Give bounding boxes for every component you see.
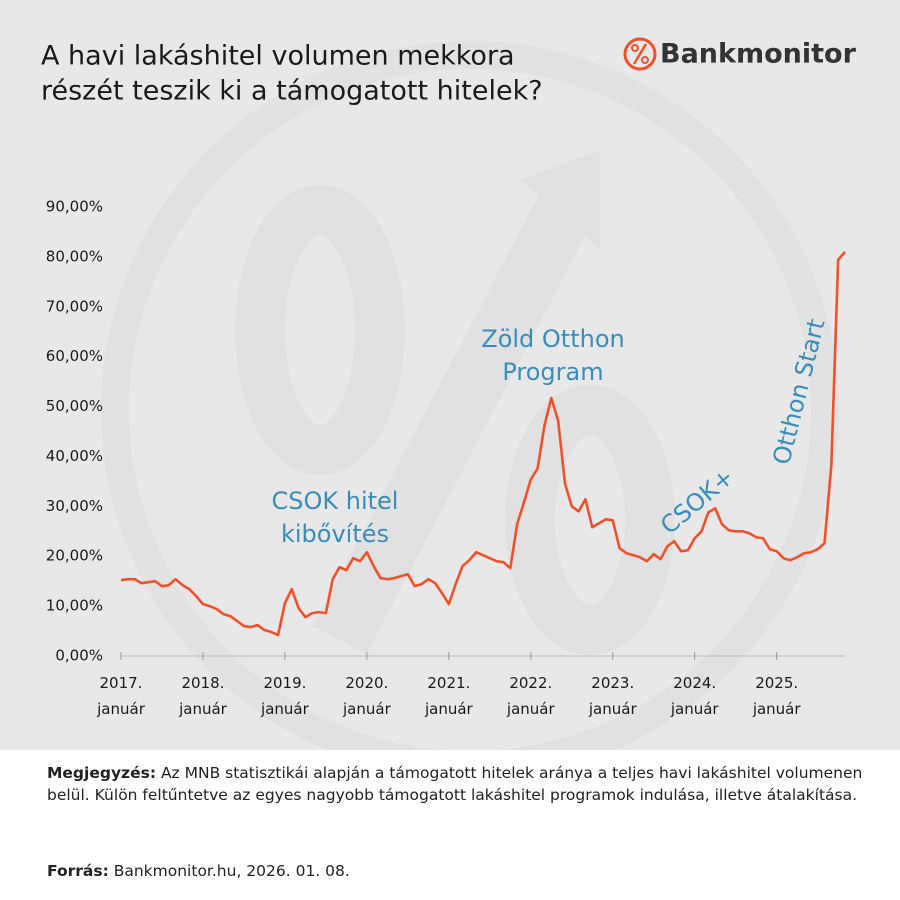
y-tick-label: 20,00%	[46, 547, 103, 565]
x-tick-label: 2019. január	[260, 674, 310, 718]
x-tick-label: 2023. január	[588, 674, 638, 718]
x-tick-label-line: január	[178, 700, 228, 718]
x-tick-label-line: január	[588, 700, 638, 718]
annotation: Zöld Otthon	[481, 325, 624, 353]
x-tick-label: 2022. január	[506, 674, 556, 718]
x-tick-label-line: 2021.	[427, 674, 470, 692]
note-label: Megjegyzés:	[47, 764, 157, 782]
y-tick-label: 10,00%	[46, 597, 103, 615]
note-text: Az MNB statisztikái alapján a támogatott…	[47, 764, 863, 804]
source: Forrás: Bankmonitor.hu, 2026. 01. 08.	[47, 860, 867, 882]
annotation: CSOK hitel	[272, 487, 399, 515]
x-tick-label-line: január	[260, 700, 310, 718]
x-tick-label-line: 2025.	[755, 674, 798, 692]
y-tick-label: 30,00%	[46, 497, 103, 515]
x-tick-label-line: január	[506, 700, 556, 718]
source-label: Forrás:	[47, 862, 109, 880]
y-tick-label: 0,00%	[55, 647, 103, 665]
x-tick-label-line: január	[424, 700, 474, 718]
annotation: Program	[502, 358, 603, 386]
x-tick-label-line: január	[752, 700, 802, 718]
x-tick-label-line: 2018.	[181, 674, 224, 692]
y-tick-label: 60,00%	[46, 347, 103, 365]
line	[120, 251, 846, 637]
x-tick-label-line: 2024.	[673, 674, 716, 692]
x-tick-label-line: 2020.	[345, 674, 388, 692]
annotation: kibővítés	[281, 520, 389, 548]
logo-text: Bankmonitor	[660, 39, 857, 70]
x-tick-label-line: 2017.	[100, 674, 143, 692]
x-tick-label-line: 2023.	[591, 674, 634, 692]
x-tick-label-line: 2019.	[263, 674, 306, 692]
y-tick-label: 90,00%	[46, 198, 103, 216]
x-tick-label: 2024. január	[670, 674, 720, 718]
x-tick-label: 2017. január	[96, 674, 146, 718]
x-tick-label: 2025. január	[752, 674, 802, 718]
chart: A havi lakáshitel volumen mekkora részét…	[0, 0, 900, 750]
x-tick-label: 2020. január	[342, 674, 392, 718]
x-tick-label: 2021. január	[424, 674, 474, 718]
y-tick-label: 70,00%	[46, 297, 103, 315]
y-tick-label: 80,00%	[46, 247, 103, 265]
x-tick-label-line: 2022.	[509, 674, 552, 692]
source-text: Bankmonitor.hu, 2026. 01. 08.	[113, 862, 350, 880]
x-tick-label-line: január	[670, 700, 720, 718]
x-tick-label: 2018. január	[178, 674, 228, 718]
note: Megjegyzés: Az MNB statisztikái alapján …	[47, 762, 867, 806]
chart-title: részét teszik ki a támogatott hitelek?	[41, 76, 543, 107]
x-tick-label-line: január	[96, 700, 146, 718]
chart-title: A havi lakáshitel volumen mekkora	[41, 41, 515, 72]
y-tick-label: 50,00%	[46, 397, 103, 415]
y-tick-label: 40,00%	[46, 447, 103, 465]
logo-icon	[623, 37, 657, 71]
watermark	[101, 41, 839, 750]
x-tick-label-line: január	[342, 700, 392, 718]
